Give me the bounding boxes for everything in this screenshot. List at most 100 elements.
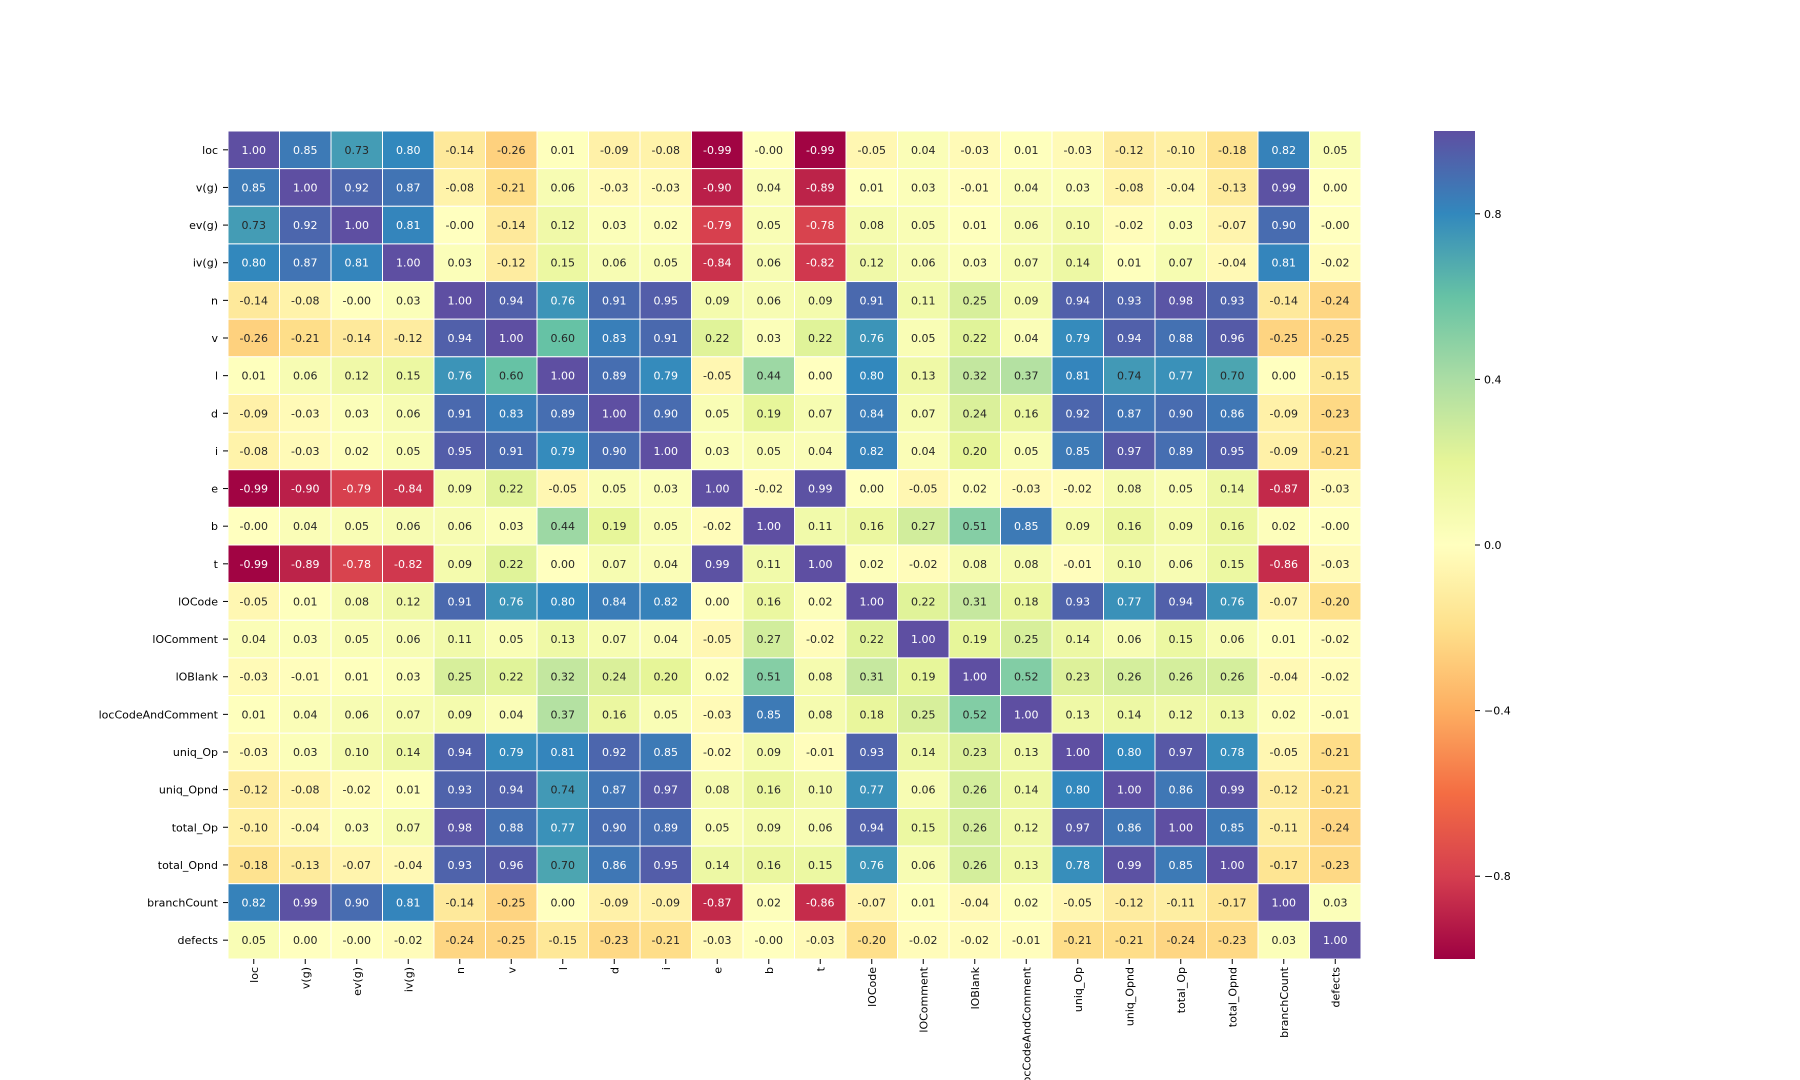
heatmap-cell-iv(g)-locCodeAndComment	[1000, 243, 1053, 283]
cell-value-t-lOComment: -0.02	[909, 558, 937, 571]
heatmap-cell-total_Opnd-locCodeAndComment	[1000, 845, 1053, 885]
cell-value-total_Op-loc: -0.10	[240, 821, 268, 834]
heatmap-cell-iv(g)-uniq_Op	[1051, 243, 1104, 283]
cell-value-lOComment-i: 0.04	[654, 633, 679, 646]
cell-value-ev(g)-defects: -0.00	[1321, 219, 1349, 232]
cell-value-e-uniq_Opnd: 0.08	[1117, 483, 1142, 496]
heatmap-cell-uniq_Opnd-uniq_Op	[1051, 770, 1104, 809]
cell-value-lOCode-i: 0.82	[654, 595, 679, 608]
cell-value-t-total_Op: 0.06	[1169, 558, 1194, 571]
cell-value-lOComment-locCodeAndComment: 0.25	[1014, 633, 1039, 646]
heatmap-cell-lOComment-e	[691, 619, 744, 659]
heatmap-cell-iv(g)-i	[639, 243, 692, 283]
cell-value-total_Opnd-lOComment: 0.06	[911, 859, 936, 872]
heatmap-cell-t-ev(g)	[330, 544, 383, 584]
cell-value-b-t: 0.11	[808, 520, 833, 533]
cell-value-branchCount-locCodeAndComment: 0.02	[1014, 897, 1039, 910]
heatmap-cell-iv(g)-loc	[227, 243, 280, 283]
cell-value-total_Opnd-uniq_Op: 0.78	[1066, 859, 1091, 872]
heatmap-cell-uniq_Op-v(g)	[279, 732, 332, 772]
cell-value-loc-e: -0.99	[703, 144, 731, 157]
heatmap-cell-v-d	[588, 318, 641, 358]
cell-value-v-l: 0.60	[551, 332, 576, 345]
cell-value-loc-b: -0.00	[755, 144, 783, 157]
row-label-loc: loc	[202, 144, 218, 157]
heatmap-cell-defects-branchCount	[1257, 920, 1310, 960]
cell-value-ev(g)-lOCode: 0.08	[860, 219, 885, 232]
cell-value-uniq_Op-total_Opnd: 0.78	[1220, 746, 1245, 759]
heatmap-cell-i-uniq_Opnd	[1103, 431, 1156, 471]
heatmap-cell-uniq_Op-i	[639, 732, 692, 772]
heatmap-cell-loc-total_Opnd	[1206, 130, 1259, 170]
col-label-total_Op: total_Op	[1175, 967, 1188, 1013]
cell-value-i-iv(g): 0.05	[396, 445, 421, 458]
heatmap-cell-total_Opnd-total_Opnd	[1206, 845, 1259, 885]
heatmap-cell-lOCode-uniq_Op	[1051, 582, 1104, 621]
row-label-uniq_Op: uniq_Op	[173, 746, 218, 759]
cell-value-t-defects: -0.03	[1321, 558, 1349, 571]
cell-value-n-total_Opnd: 0.93	[1220, 294, 1245, 307]
cell-value-defects-i: -0.21	[652, 934, 680, 947]
cell-value-b-locCodeAndComment: 0.85	[1014, 520, 1039, 533]
heatmap-cell-defects-n	[433, 920, 486, 960]
cell-value-iv(g)-uniq_Op: 0.14	[1066, 257, 1091, 270]
heatmap-cell-loc-uniq_Opnd	[1103, 130, 1156, 170]
cell-value-d-uniq_Opnd: 0.87	[1117, 407, 1142, 420]
heatmap-cell-e-lOComment	[897, 469, 950, 508]
cell-value-e-branchCount: -0.87	[1270, 483, 1298, 496]
col-label-defects: defects	[1329, 967, 1342, 1008]
heatmap-cell-lOCode-b	[742, 582, 795, 621]
heatmap-cell-locCodeAndComment-ev(g)	[330, 695, 383, 734]
cell-value-ev(g)-l: 0.12	[551, 219, 576, 232]
heatmap-cell-defects-lOComment	[897, 920, 950, 960]
cell-value-i-branchCount: -0.09	[1270, 445, 1298, 458]
heatmap-cell-i-lOBlank	[948, 431, 1001, 471]
cell-value-lOCode-defects: -0.20	[1321, 595, 1349, 608]
cell-value-uniq_Opnd-defects: -0.21	[1321, 784, 1349, 797]
cell-value-lOComment-v: 0.05	[499, 633, 524, 646]
heatmap-cell-lOCode-loc	[227, 582, 280, 621]
heatmap-cell-b-e	[691, 506, 744, 546]
cell-value-locCodeAndComment-uniq_Op: 0.13	[1066, 708, 1091, 721]
heatmap-cell-lOCode-branchCount	[1257, 582, 1310, 621]
heatmap-cell-total_Opnd-l	[536, 845, 589, 885]
cell-value-locCodeAndComment-b: 0.85	[757, 708, 782, 721]
cell-value-b-b: 1.00	[757, 520, 782, 533]
heatmap-cell-l-l	[536, 356, 589, 395]
cell-value-d-ev(g): 0.03	[345, 407, 370, 420]
cell-value-ev(g)-n: -0.00	[446, 219, 474, 232]
cell-value-loc-lOBlank: -0.03	[961, 144, 989, 157]
heatmap-cell-n-defects	[1309, 281, 1362, 320]
heatmap-cell-lOComment-uniq_Op	[1051, 619, 1104, 659]
cell-value-lOComment-uniq_Op: 0.14	[1066, 633, 1091, 646]
cell-value-ev(g)-v(g): 0.92	[293, 219, 318, 232]
heatmap-cell-lOComment-lOComment	[897, 619, 950, 659]
heatmap-cell-ev(g)-uniq_Op	[1051, 205, 1104, 245]
cell-value-lOComment-t: -0.02	[806, 633, 834, 646]
heatmap-cell-d-d	[588, 393, 641, 433]
colorbar-tick-label: 0.4	[1484, 373, 1502, 386]
cell-value-n-i: 0.95	[654, 294, 679, 307]
cell-value-iv(g)-uniq_Opnd: 0.01	[1117, 257, 1142, 270]
cell-value-lOComment-loc: 0.04	[242, 633, 267, 646]
heatmap-cell-l-total_Opnd	[1206, 356, 1259, 395]
cell-value-ev(g)-loc: 0.73	[242, 219, 267, 232]
heatmap-cell-t-total_Op	[1154, 544, 1207, 584]
heatmap-cell-branchCount-t	[794, 883, 847, 922]
col-label-n: n	[454, 967, 467, 974]
cell-value-i-lOBlank: 0.20	[963, 445, 988, 458]
cell-value-defects-locCodeAndComment: -0.01	[1012, 934, 1040, 947]
cell-value-b-i: 0.05	[654, 520, 679, 533]
heatmap-cell-l-defects	[1309, 356, 1362, 395]
heatmap-cell-ev(g)-n	[433, 205, 486, 245]
cell-value-l-locCodeAndComment: 0.37	[1014, 370, 1039, 383]
cell-value-e-total_Opnd: 0.14	[1220, 483, 1245, 496]
heatmap-cell-b-uniq_Op	[1051, 506, 1104, 546]
heatmap-cell-b-v	[485, 506, 538, 546]
cell-value-ev(g)-uniq_Opnd: -0.02	[1115, 219, 1143, 232]
heatmap-cell-b-d	[588, 506, 641, 546]
row-label-total_Opnd: total_Opnd	[158, 859, 218, 872]
cell-value-v(g)-locCodeAndComment: 0.04	[1014, 181, 1039, 194]
cell-value-ev(g)-v: -0.14	[497, 219, 525, 232]
heatmap-cell-total_Op-defects	[1309, 807, 1362, 847]
